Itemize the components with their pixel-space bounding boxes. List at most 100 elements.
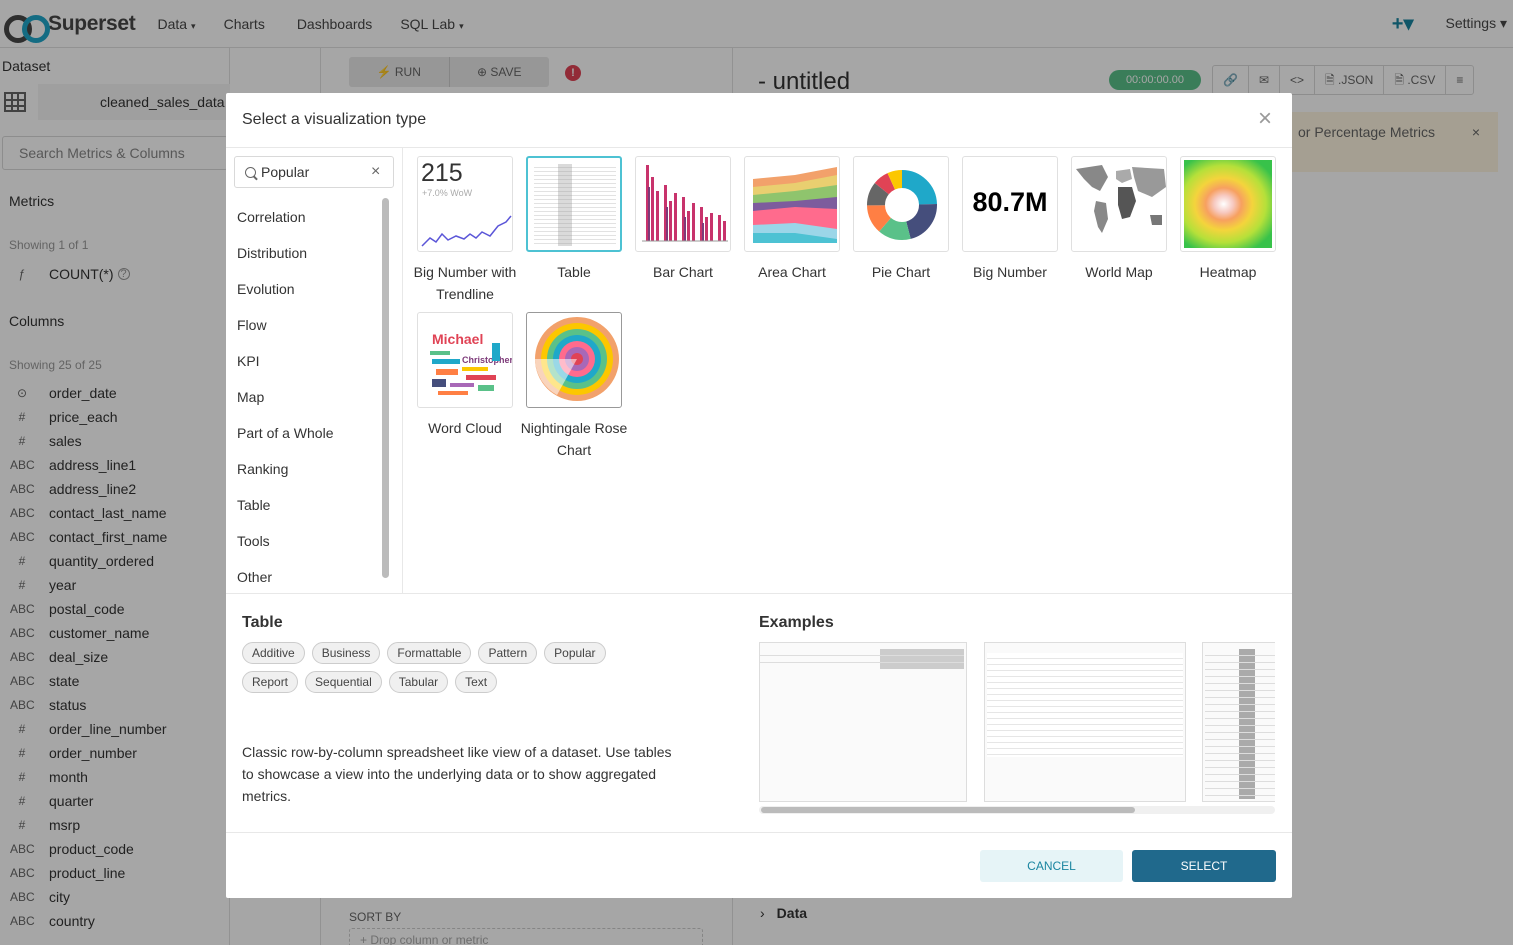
metric-name: COUNT(*) (49, 266, 114, 282)
clear-search-icon[interactable]: × (371, 163, 381, 180)
tile-label: Bar Chart (653, 264, 713, 280)
link-icon[interactable]: 🔗 (1223, 73, 1238, 87)
chart-title[interactable]: - untitled (758, 68, 851, 95)
viz-tile-table[interactable]: Table (526, 156, 622, 283)
column-item[interactable]: ABC city (0, 885, 167, 909)
viz-tile-world-map[interactable]: World Map (1071, 156, 1167, 283)
column-type-icon: ABC (10, 530, 35, 544)
column-item[interactable]: # price_each (0, 405, 167, 429)
column-item[interactable]: # year (0, 573, 167, 597)
column-item[interactable]: ABC status (0, 693, 167, 717)
column-item[interactable]: ABC contact_first_name (0, 525, 167, 549)
column-item[interactable]: ABC postal_code (0, 597, 167, 621)
column-item[interactable]: ABC product_code (0, 837, 167, 861)
viz-tile-nightingale-rose[interactable]: Nightingale Rose Chart (521, 312, 627, 461)
category-item[interactable]: Ranking (237, 461, 289, 477)
top-navbar: Superset Data ▾ Charts Dashboards SQL Lab… (0, 0, 1513, 48)
cancel-button[interactable]: CANCEL (980, 850, 1123, 882)
category-item[interactable]: Distribution (237, 245, 308, 261)
viz-tag[interactable]: Business (311, 642, 381, 664)
viz-tile-pie-chart[interactable]: Pie Chart (853, 156, 949, 283)
column-item[interactable]: ABC state (0, 669, 167, 693)
save-button[interactable]: ⊕ SAVE (448, 57, 550, 87)
run-button[interactable]: ⚡ RUN (376, 65, 421, 79)
data-section-toggle[interactable]: › Data (760, 905, 807, 921)
select-button[interactable]: SELECT (1132, 850, 1276, 882)
examples-scrollbar[interactable] (759, 806, 1275, 814)
column-item[interactable]: # order_line_number (0, 717, 167, 741)
viz-tag[interactable]: Additive (242, 642, 305, 664)
column-type-icon: ABC (10, 698, 35, 712)
export-csv-button[interactable]: 🗎 .CSV (1383, 66, 1445, 94)
function-icon: ƒ (18, 267, 26, 281)
alert-close-icon[interactable]: × (1471, 124, 1480, 140)
example-rows (1205, 649, 1275, 799)
viz-tile-heatmap[interactable]: Heatmap (1180, 156, 1276, 283)
viz-tag[interactable]: Formattable (387, 642, 472, 664)
category-item[interactable]: Tools (237, 533, 270, 549)
column-item[interactable]: # msrp (0, 813, 167, 837)
column-name: city (49, 889, 70, 905)
column-item[interactable]: # quantity_ordered (0, 549, 167, 573)
metric-item[interactable]: ƒ COUNT(*) ? (0, 262, 130, 286)
column-item[interactable]: # order_number (0, 741, 167, 765)
settings-menu[interactable]: Settings ▾ (1445, 15, 1507, 31)
world-map-graphic (1076, 165, 1166, 233)
export-json-button[interactable]: 🗎 .JSON (1314, 66, 1383, 94)
column-item[interactable]: ABC country (0, 909, 167, 933)
column-item[interactable]: ABC address_line1 (0, 453, 167, 477)
table-thumbnail (526, 156, 622, 252)
nav-data[interactable]: Data ▾ (157, 15, 196, 32)
superset-logo[interactable]: Superset (2, 12, 136, 43)
viz-tile-word-cloud[interactable]: Michael Christopher Word Cloud (417, 312, 513, 439)
nav-charts[interactable]: Charts (223, 15, 265, 32)
viz-tag[interactable]: Report (242, 671, 299, 693)
column-item[interactable]: # sales (0, 429, 167, 453)
column-item[interactable]: # quarter (0, 789, 167, 813)
viz-tile-bar-chart[interactable]: Bar Chart (635, 156, 731, 283)
column-item[interactable]: ABC contact_last_name (0, 501, 167, 525)
column-item[interactable]: ABC address_line2 (0, 477, 167, 501)
viz-tile-big-number[interactable]: 80.7M Big Number (962, 156, 1058, 283)
viz-tag[interactable]: Sequential (305, 671, 382, 693)
nav-sql-lab[interactable]: SQL Lab ▾ (400, 15, 464, 32)
category-item[interactable]: Evolution (237, 281, 295, 297)
category-scrollbar[interactable] (382, 198, 389, 578)
column-item[interactable]: ABC deal_size (0, 645, 167, 669)
alert-text: or Percentage Metrics (1298, 124, 1435, 140)
dataset-selector[interactable]: cleaned_sales_data (0, 84, 230, 120)
column-name: price_each (49, 409, 118, 425)
column-type-icon: ABC (10, 890, 35, 904)
category-item[interactable]: Flow (237, 317, 267, 333)
column-type-icon: # (18, 410, 26, 424)
email-icon[interactable]: ✉ (1247, 66, 1279, 94)
examples-scrollbar-thumb[interactable] (761, 807, 1135, 813)
category-item[interactable]: Part of a Whole (237, 425, 334, 441)
error-icon[interactable]: ! (565, 65, 581, 81)
column-name: contact_first_name (49, 529, 168, 545)
category-item[interactable]: Table (237, 497, 271, 513)
column-item[interactable]: # month (0, 765, 167, 789)
category-item[interactable]: Correlation (237, 209, 306, 225)
viz-search-input[interactable] (261, 164, 371, 180)
embed-code-icon[interactable]: <> (1279, 66, 1314, 94)
viz-tile-area-chart[interactable]: Area Chart (744, 156, 840, 283)
column-type-icon: # (18, 434, 26, 448)
sort-by-dropzone[interactable]: + Drop column or metric (349, 928, 703, 945)
viz-tag[interactable]: Popular (544, 642, 606, 664)
viz-tag[interactable]: Text (455, 671, 498, 693)
column-item[interactable]: ABC customer_name (0, 621, 167, 645)
nav-dashboards[interactable]: Dashboards (296, 15, 373, 32)
category-item[interactable]: Map (237, 389, 265, 405)
column-item[interactable]: ⊙ order_date (0, 381, 167, 405)
more-menu-icon[interactable]: ≡ (1445, 66, 1473, 94)
category-item[interactable]: KPI (237, 353, 260, 369)
category-list: Correlation Distribution Evolution Flow KPI M… (237, 199, 334, 595)
new-menu-plus-icon[interactable]: +▾ (1391, 13, 1414, 35)
viz-tag[interactable]: Pattern (478, 642, 538, 664)
category-item[interactable]: Other (237, 569, 273, 585)
viz-tile-big-number-trendline[interactable]: 215 +7.0% WoW Big Number with Trendline (414, 156, 516, 305)
viz-tag[interactable]: Tabular (388, 671, 449, 693)
column-item[interactable]: ABC product_line (0, 861, 167, 885)
close-icon[interactable]: × (1257, 105, 1272, 132)
